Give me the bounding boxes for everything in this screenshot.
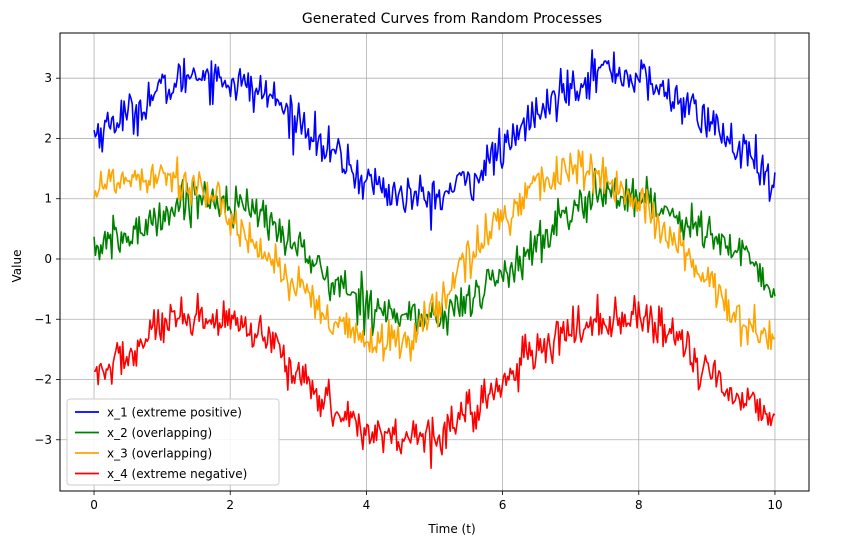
x-tick-label: 10 — [767, 498, 782, 512]
x-tick-label: 8 — [635, 498, 643, 512]
x-tick-label: 2 — [226, 498, 234, 512]
legend-box — [66, 398, 280, 486]
legend-label: x_1 (extreme positive) — [107, 406, 242, 420]
x-axis-label: Time (t) — [427, 522, 475, 536]
tick-layer: 0 2 4 6 8 10 −3 −2 −1 0 1 2 3 — [34, 71, 782, 512]
legend-label: x_3 (overlapping) — [107, 447, 212, 461]
y-tick-label: 1 — [44, 192, 52, 206]
y-axis-label: Value — [10, 250, 24, 283]
plot-frame — [59, 32, 810, 492]
y-tick-label: −3 — [34, 433, 52, 447]
y-tick-label: −2 — [34, 373, 52, 387]
legend: x_1 (extreme positive) x_2 (overlapping) x… — [66, 398, 280, 486]
y-tick-label: 3 — [44, 71, 52, 85]
x-tick-label: 0 — [90, 498, 98, 512]
y-tick-label: 2 — [44, 131, 52, 145]
legend-label: x_4 (extreme negative) — [107, 467, 247, 481]
x-tick-label: 4 — [363, 498, 371, 512]
series-layer — [93, 49, 776, 469]
series-line — [93, 149, 776, 362]
legend-label: x_2 (overlapping) — [107, 426, 212, 440]
chart-title: Generated Curves from Random Processes — [302, 11, 602, 27]
y-tick-label: −1 — [34, 312, 52, 326]
series-line — [94, 292, 776, 469]
x-tick-label: 6 — [499, 498, 507, 512]
series-line — [93, 49, 776, 231]
y-tick-label: 0 — [44, 252, 52, 266]
